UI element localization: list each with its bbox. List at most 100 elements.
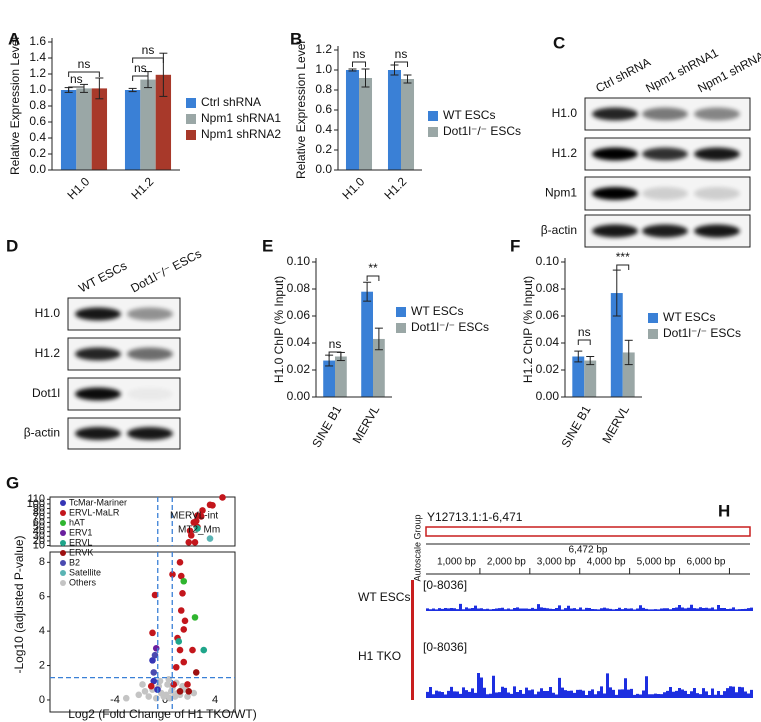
y-tick-label: 1.6 bbox=[29, 34, 46, 48]
legend-label: Npm1 shRNA2 bbox=[201, 127, 281, 141]
bar bbox=[335, 356, 347, 397]
panel-label: A bbox=[8, 29, 20, 48]
point bbox=[177, 607, 185, 614]
point bbox=[122, 694, 130, 702]
point bbox=[150, 677, 158, 685]
legend-label: ERV1 bbox=[69, 527, 92, 537]
legend-swatch bbox=[428, 111, 438, 121]
legend-label: Others bbox=[69, 577, 97, 587]
significance-label: ns bbox=[78, 57, 91, 71]
ruler-label: 5,000 bp bbox=[637, 557, 676, 568]
x-tick-label: H1.0 bbox=[340, 174, 368, 202]
bar bbox=[91, 88, 108, 170]
y-tick-label: 0.10 bbox=[287, 254, 311, 268]
legend-label: Ctrl shRNA bbox=[201, 95, 261, 109]
legend-label: Npm1 shRNA1 bbox=[201, 111, 281, 125]
blot-band bbox=[75, 387, 121, 401]
coverage bbox=[426, 603, 753, 611]
legend-swatch bbox=[186, 98, 196, 108]
point bbox=[181, 617, 189, 625]
y-tick-label: 0.4 bbox=[29, 130, 46, 144]
point bbox=[191, 614, 199, 621]
plot-frame bbox=[49, 496, 236, 547]
y-tick-label: 0.8 bbox=[315, 82, 332, 96]
point bbox=[180, 577, 188, 585]
significance-label: ns bbox=[142, 43, 155, 57]
y-tick-label: 0.06 bbox=[536, 308, 560, 322]
blot-band bbox=[592, 147, 638, 161]
blot-column-label: WT ESCs bbox=[76, 258, 129, 295]
point bbox=[184, 693, 191, 700]
significance-label: ns bbox=[353, 47, 366, 61]
y-tick-label: 100 bbox=[27, 498, 45, 510]
legend-label: hAT bbox=[69, 517, 85, 527]
point bbox=[141, 688, 149, 695]
blot-row-label: H1.2 bbox=[552, 146, 578, 160]
point bbox=[179, 682, 186, 690]
y-tick-label: 0.0 bbox=[315, 162, 332, 176]
point bbox=[180, 626, 188, 633]
y-axis-label: H1.2 ChIP (% Input) bbox=[521, 276, 535, 383]
bar bbox=[60, 90, 77, 170]
y-tick-label: 0.02 bbox=[287, 362, 311, 376]
error-bar bbox=[586, 356, 595, 366]
blot-band bbox=[694, 107, 740, 121]
ruler-label: 1,000 bp bbox=[437, 557, 476, 568]
x-tick-label: MERVL bbox=[350, 403, 383, 446]
x-axis-label: Log2 (Fold Change of H1 TKO/WT) bbox=[68, 707, 257, 721]
panel-label: B bbox=[290, 29, 302, 48]
point bbox=[152, 694, 160, 702]
track-range: [0-8036] bbox=[423, 578, 467, 592]
y-axis-label: Relative Expression Level bbox=[8, 37, 22, 175]
x-tick-label: H1.2 bbox=[382, 174, 410, 202]
bar bbox=[359, 78, 373, 170]
bar bbox=[584, 360, 597, 397]
track-bar bbox=[411, 580, 414, 700]
significance-bracket bbox=[393, 61, 409, 67]
y-tick-label: 4 bbox=[39, 625, 45, 637]
legend-label: TcMar-Mariner bbox=[69, 497, 127, 507]
point bbox=[176, 688, 184, 695]
blot-band bbox=[694, 147, 740, 161]
y-tick-label: 10 bbox=[33, 539, 45, 551]
point bbox=[175, 638, 183, 645]
bar bbox=[76, 88, 92, 170]
x-tick-label: H1.0 bbox=[65, 174, 93, 202]
blot-band bbox=[592, 224, 638, 238]
locus-box bbox=[425, 526, 751, 537]
significance-label: ns bbox=[70, 72, 83, 86]
point bbox=[151, 651, 159, 659]
point bbox=[150, 669, 158, 676]
point bbox=[147, 682, 155, 690]
point bbox=[191, 539, 199, 546]
blot-band bbox=[694, 187, 740, 200]
blot-band bbox=[127, 347, 173, 361]
blot-row-label: Npm1 bbox=[545, 186, 577, 200]
error-bar bbox=[374, 327, 383, 351]
legend-swatch bbox=[396, 307, 406, 317]
significance-label: *** bbox=[616, 250, 630, 264]
panel-label: F bbox=[510, 236, 520, 255]
legend-marker bbox=[60, 520, 66, 526]
panel-label: C bbox=[553, 33, 565, 52]
blot-row-label: Dot1l bbox=[32, 386, 60, 400]
bar bbox=[140, 79, 156, 170]
bar bbox=[610, 293, 623, 397]
point bbox=[209, 502, 216, 509]
y-tick-label: 0.6 bbox=[315, 102, 332, 116]
error-bar bbox=[128, 87, 137, 93]
point bbox=[192, 669, 200, 676]
point bbox=[206, 535, 214, 542]
bar bbox=[361, 291, 373, 397]
y-tick-label: 0.10 bbox=[536, 254, 560, 268]
y-tick-label: 0.08 bbox=[287, 281, 311, 295]
y-tick-label: 0.8 bbox=[29, 98, 46, 112]
point bbox=[145, 693, 153, 700]
blot-band bbox=[75, 347, 121, 361]
ruler-label: 6,000 bp bbox=[687, 557, 726, 568]
error-bar bbox=[363, 281, 372, 302]
point bbox=[139, 681, 146, 688]
y-tick-label: 0 bbox=[39, 694, 45, 706]
x-tick-label: SINE B1 bbox=[558, 403, 593, 450]
